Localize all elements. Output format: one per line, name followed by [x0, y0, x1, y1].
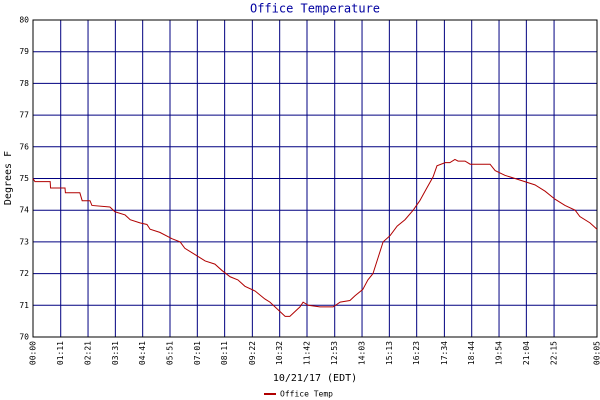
x-tick-label: 01:11 [56, 341, 65, 365]
x-tick-label: 03:31 [111, 341, 120, 365]
x-tick-label: 16:23 [412, 341, 421, 365]
x-tick-label: 08:11 [220, 341, 229, 365]
x-tick-label: 00:05 [593, 341, 600, 365]
x-tick-label: 04:41 [138, 341, 147, 365]
x-tick-label: 07:01 [193, 341, 202, 365]
y-axis-label: Degrees F [3, 151, 14, 205]
x-tick-label: 22:15 [550, 341, 559, 365]
x-tick-label: 09:22 [248, 341, 257, 365]
y-tick-label: 75 [19, 174, 29, 183]
y-tick-label: 70 [19, 333, 29, 342]
x-tick-label: 02:21 [84, 341, 93, 365]
x-tick-label: 19:54 [495, 341, 504, 365]
chart-title: Office Temperature [250, 2, 380, 16]
x-tick-label: 12:53 [330, 341, 339, 365]
x-tick-label: 10:32 [275, 341, 284, 365]
x-axis-label: 10/21/17 (EDT) [273, 373, 357, 384]
x-tick-label: 05:51 [165, 341, 174, 365]
data-line [32, 158, 598, 317]
y-tick-label: 72 [19, 269, 29, 278]
y-tick-label: 78 [19, 79, 29, 88]
y-tick-label: 80 [19, 16, 29, 25]
y-tick-label: 76 [19, 142, 29, 151]
y-tick-label: 71 [19, 301, 29, 310]
y-tick-label: 73 [19, 237, 29, 246]
x-tick-label: 21:04 [522, 341, 531, 365]
y-tick-label: 77 [19, 111, 29, 120]
y-tick-label: 79 [19, 47, 29, 56]
x-tick-label: 18:44 [467, 341, 476, 365]
legend-label: Office Temp [280, 390, 333, 399]
x-tick-label: 15:13 [385, 341, 394, 365]
x-tick-label: 00:00 [29, 341, 38, 365]
x-tick-label: 17:34 [440, 341, 449, 365]
x-tick-label: 14:03 [358, 341, 367, 365]
y-tick-label: 74 [19, 206, 29, 215]
x-tick-label: 11:42 [302, 341, 311, 365]
